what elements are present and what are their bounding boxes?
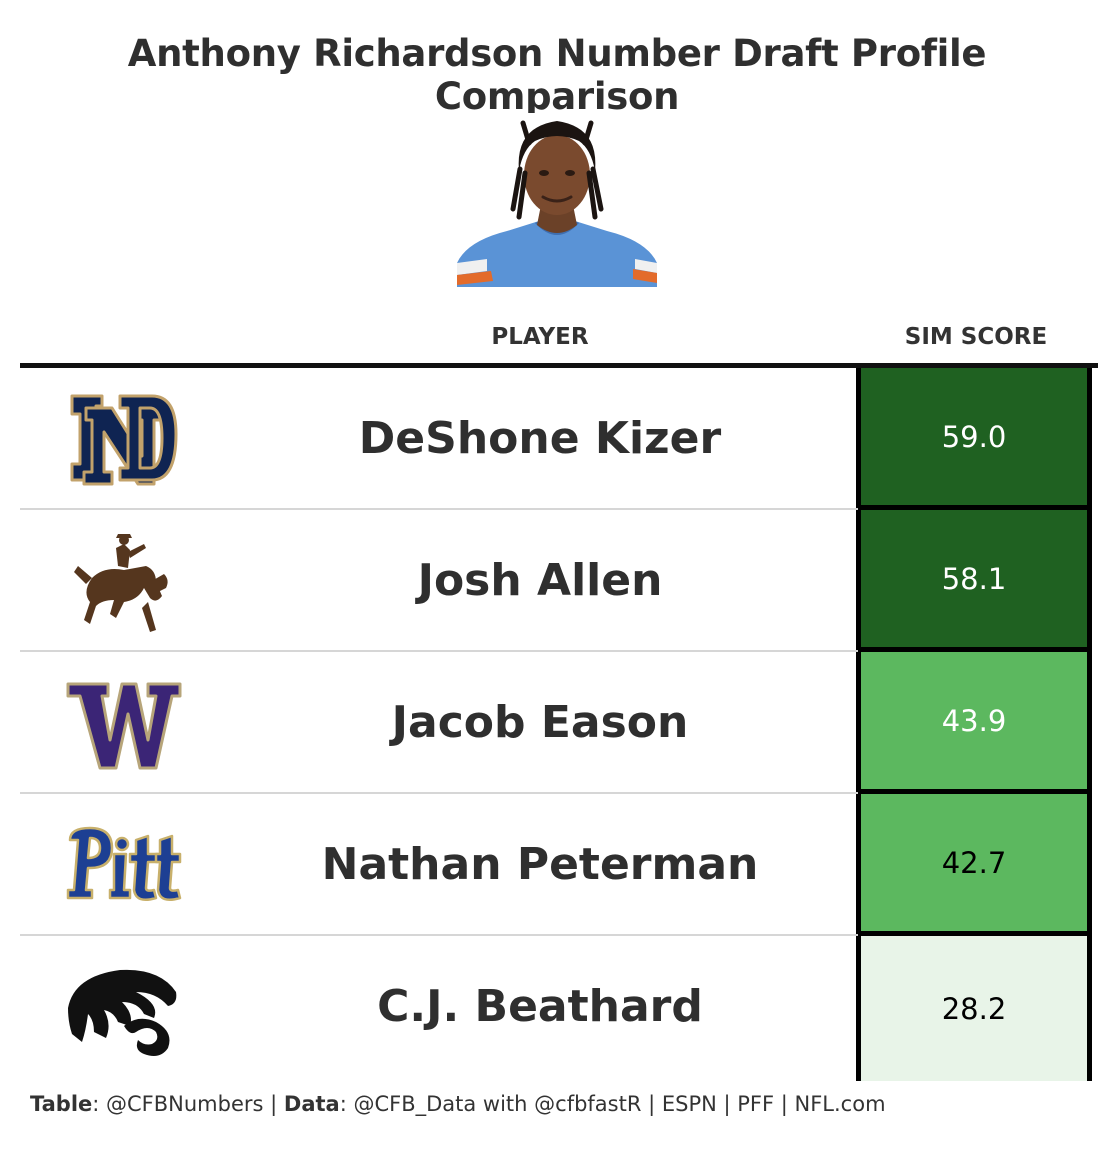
pitt-logo [66, 826, 182, 901]
footer-data-label: Data [283, 1092, 340, 1116]
source-footer: Table: @CFBNumbers | Data: @CFB_Data wit… [30, 1092, 886, 1116]
notre-dame-logo [70, 394, 178, 486]
table-row: C.J. Beathard 28.2 [20, 936, 1098, 1081]
player-name: C.J. Beathard [377, 981, 703, 1032]
player-name: Jacob Eason [391, 697, 689, 748]
iowa-tigerhawk-logo [68, 969, 177, 1056]
footer-table-label: Table [30, 1092, 93, 1116]
table-row: Nathan Peterman 42.7 [20, 794, 1098, 936]
sim-score-cell: 28.2 [856, 936, 1092, 1081]
row-divider [20, 934, 858, 936]
washington-w-logo [66, 682, 182, 770]
table-row: Josh Allen 58.1 [20, 510, 1098, 652]
row-divider [20, 650, 858, 652]
column-header-player: PLAYER [491, 324, 589, 350]
player-name: DeShone Kizer [358, 413, 722, 464]
table-top-rule [20, 363, 1098, 368]
wyoming-bucking-horse-logo [74, 534, 168, 632]
footer-table-value: : @CFBNumbers | [92, 1092, 284, 1116]
sim-score-cell: 42.7 [856, 794, 1092, 936]
row-divider [20, 508, 858, 510]
player-name: Josh Allen [417, 555, 663, 606]
sim-score-cell: 58.1 [856, 510, 1092, 652]
column-header-sim-score: SIM SCORE [904, 324, 1048, 350]
player-headshot-image [457, 113, 657, 287]
row-divider [20, 792, 858, 794]
player-name: Nathan Peterman [321, 839, 759, 890]
footer-data-value: : @CFB_Data with @cfbfastR | ESPN | PFF … [339, 1092, 886, 1116]
table-row: Jacob Eason 43.9 [20, 652, 1098, 794]
sim-score-cell: 59.0 [856, 368, 1092, 510]
chart-title: Anthony Richardson Number Draft Profile … [127, 32, 987, 118]
comparison-table: DeShone Kizer 59.0 Josh Allen 58.1 Jacob… [20, 368, 1098, 1081]
sim-score-cell: 43.9 [856, 652, 1092, 794]
table-row: DeShone Kizer 59.0 [20, 368, 1098, 510]
